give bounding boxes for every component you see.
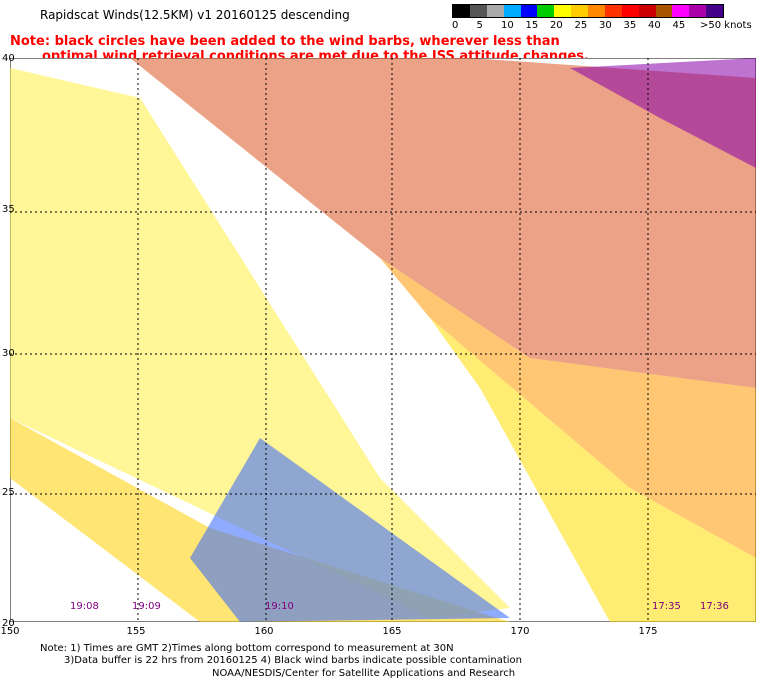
time-label-4: 17:35 bbox=[652, 601, 681, 612]
lat-label-40: 40 bbox=[2, 53, 15, 64]
color-scale-legend: 0 5 10 15 20 25 30 35 40 45 >50 knots bbox=[452, 4, 752, 34]
lon-label-150: 150 bbox=[0, 626, 20, 637]
color-scale-label: 10 bbox=[501, 20, 514, 31]
footer-credit: NOAA/NESDIS/Center for Satellite Applica… bbox=[212, 668, 516, 679]
wind-map-plot bbox=[10, 58, 756, 622]
color-swatch bbox=[554, 5, 572, 17]
lat-label-30: 30 bbox=[2, 348, 15, 359]
color-scale-label: 0 bbox=[452, 20, 459, 31]
grid-lines bbox=[10, 58, 756, 622]
time-label-3: 19:10 bbox=[265, 601, 294, 612]
color-swatch bbox=[638, 5, 656, 17]
color-scale-label: 5 bbox=[476, 20, 483, 31]
color-swatch bbox=[588, 5, 605, 17]
warning-note-line-1: Note: black circles have been added to t… bbox=[10, 34, 560, 49]
lon-label-175: 175 bbox=[638, 626, 658, 637]
color-scale-label: 15 bbox=[525, 20, 539, 31]
time-label-5: 17:36 bbox=[700, 601, 729, 612]
footer-note-2: 3)Data buffer is 22 hrs from 20160125 4)… bbox=[64, 655, 522, 666]
color-swatch bbox=[621, 5, 639, 17]
color-swatch bbox=[672, 5, 690, 17]
lon-label-160: 160 bbox=[254, 626, 274, 637]
color-swatch bbox=[689, 5, 707, 17]
color-scale-label: 25 bbox=[574, 20, 588, 31]
color-scale-label: 45 bbox=[672, 20, 686, 31]
time-label-2: 19:09 bbox=[132, 601, 161, 612]
swath-right-purple bbox=[570, 58, 756, 168]
color-scale-bar bbox=[452, 4, 724, 18]
swath-right-mid bbox=[380, 258, 756, 558]
color-swatch bbox=[453, 5, 470, 17]
lon-label-165: 165 bbox=[382, 626, 402, 637]
color-swatch bbox=[655, 5, 673, 17]
lat-label-35: 35 bbox=[2, 204, 15, 215]
swath-left-blue bbox=[190, 438, 510, 622]
lat-label-20: 20 bbox=[2, 618, 15, 629]
color-swatch bbox=[503, 5, 521, 17]
color-scale-label: 30 bbox=[599, 20, 612, 31]
color-swatch bbox=[604, 5, 622, 17]
map-title: Rapidscat Winds(12.5KM) v1 20160125 desc… bbox=[40, 8, 350, 22]
color-scale-label: >50 knots bbox=[700, 20, 752, 31]
swath-right-upper bbox=[130, 58, 756, 388]
footer-note-1: Note: 1) Times are GMT 2)Times along bot… bbox=[40, 643, 454, 654]
lon-label-155: 155 bbox=[126, 626, 146, 637]
color-scale-labels: 0 5 10 15 20 25 30 35 40 45 >50 knots bbox=[452, 18, 752, 32]
color-swatch bbox=[520, 5, 538, 17]
wind-swaths bbox=[10, 58, 756, 622]
color-swatch bbox=[469, 5, 487, 17]
color-swatch bbox=[571, 5, 588, 17]
time-label-1: 19:08 bbox=[70, 601, 99, 612]
color-scale-label: 40 bbox=[648, 20, 661, 31]
lon-label-170: 170 bbox=[510, 626, 530, 637]
swath-right-lower bbox=[430, 318, 756, 622]
color-swatch bbox=[706, 5, 723, 17]
color-scale-label: 20 bbox=[550, 20, 563, 31]
color-swatch bbox=[486, 5, 504, 17]
color-scale-label: 35 bbox=[623, 20, 637, 31]
swath-left-mid bbox=[10, 68, 510, 618]
color-swatch bbox=[537, 5, 555, 17]
lat-label-25: 25 bbox=[2, 487, 15, 498]
